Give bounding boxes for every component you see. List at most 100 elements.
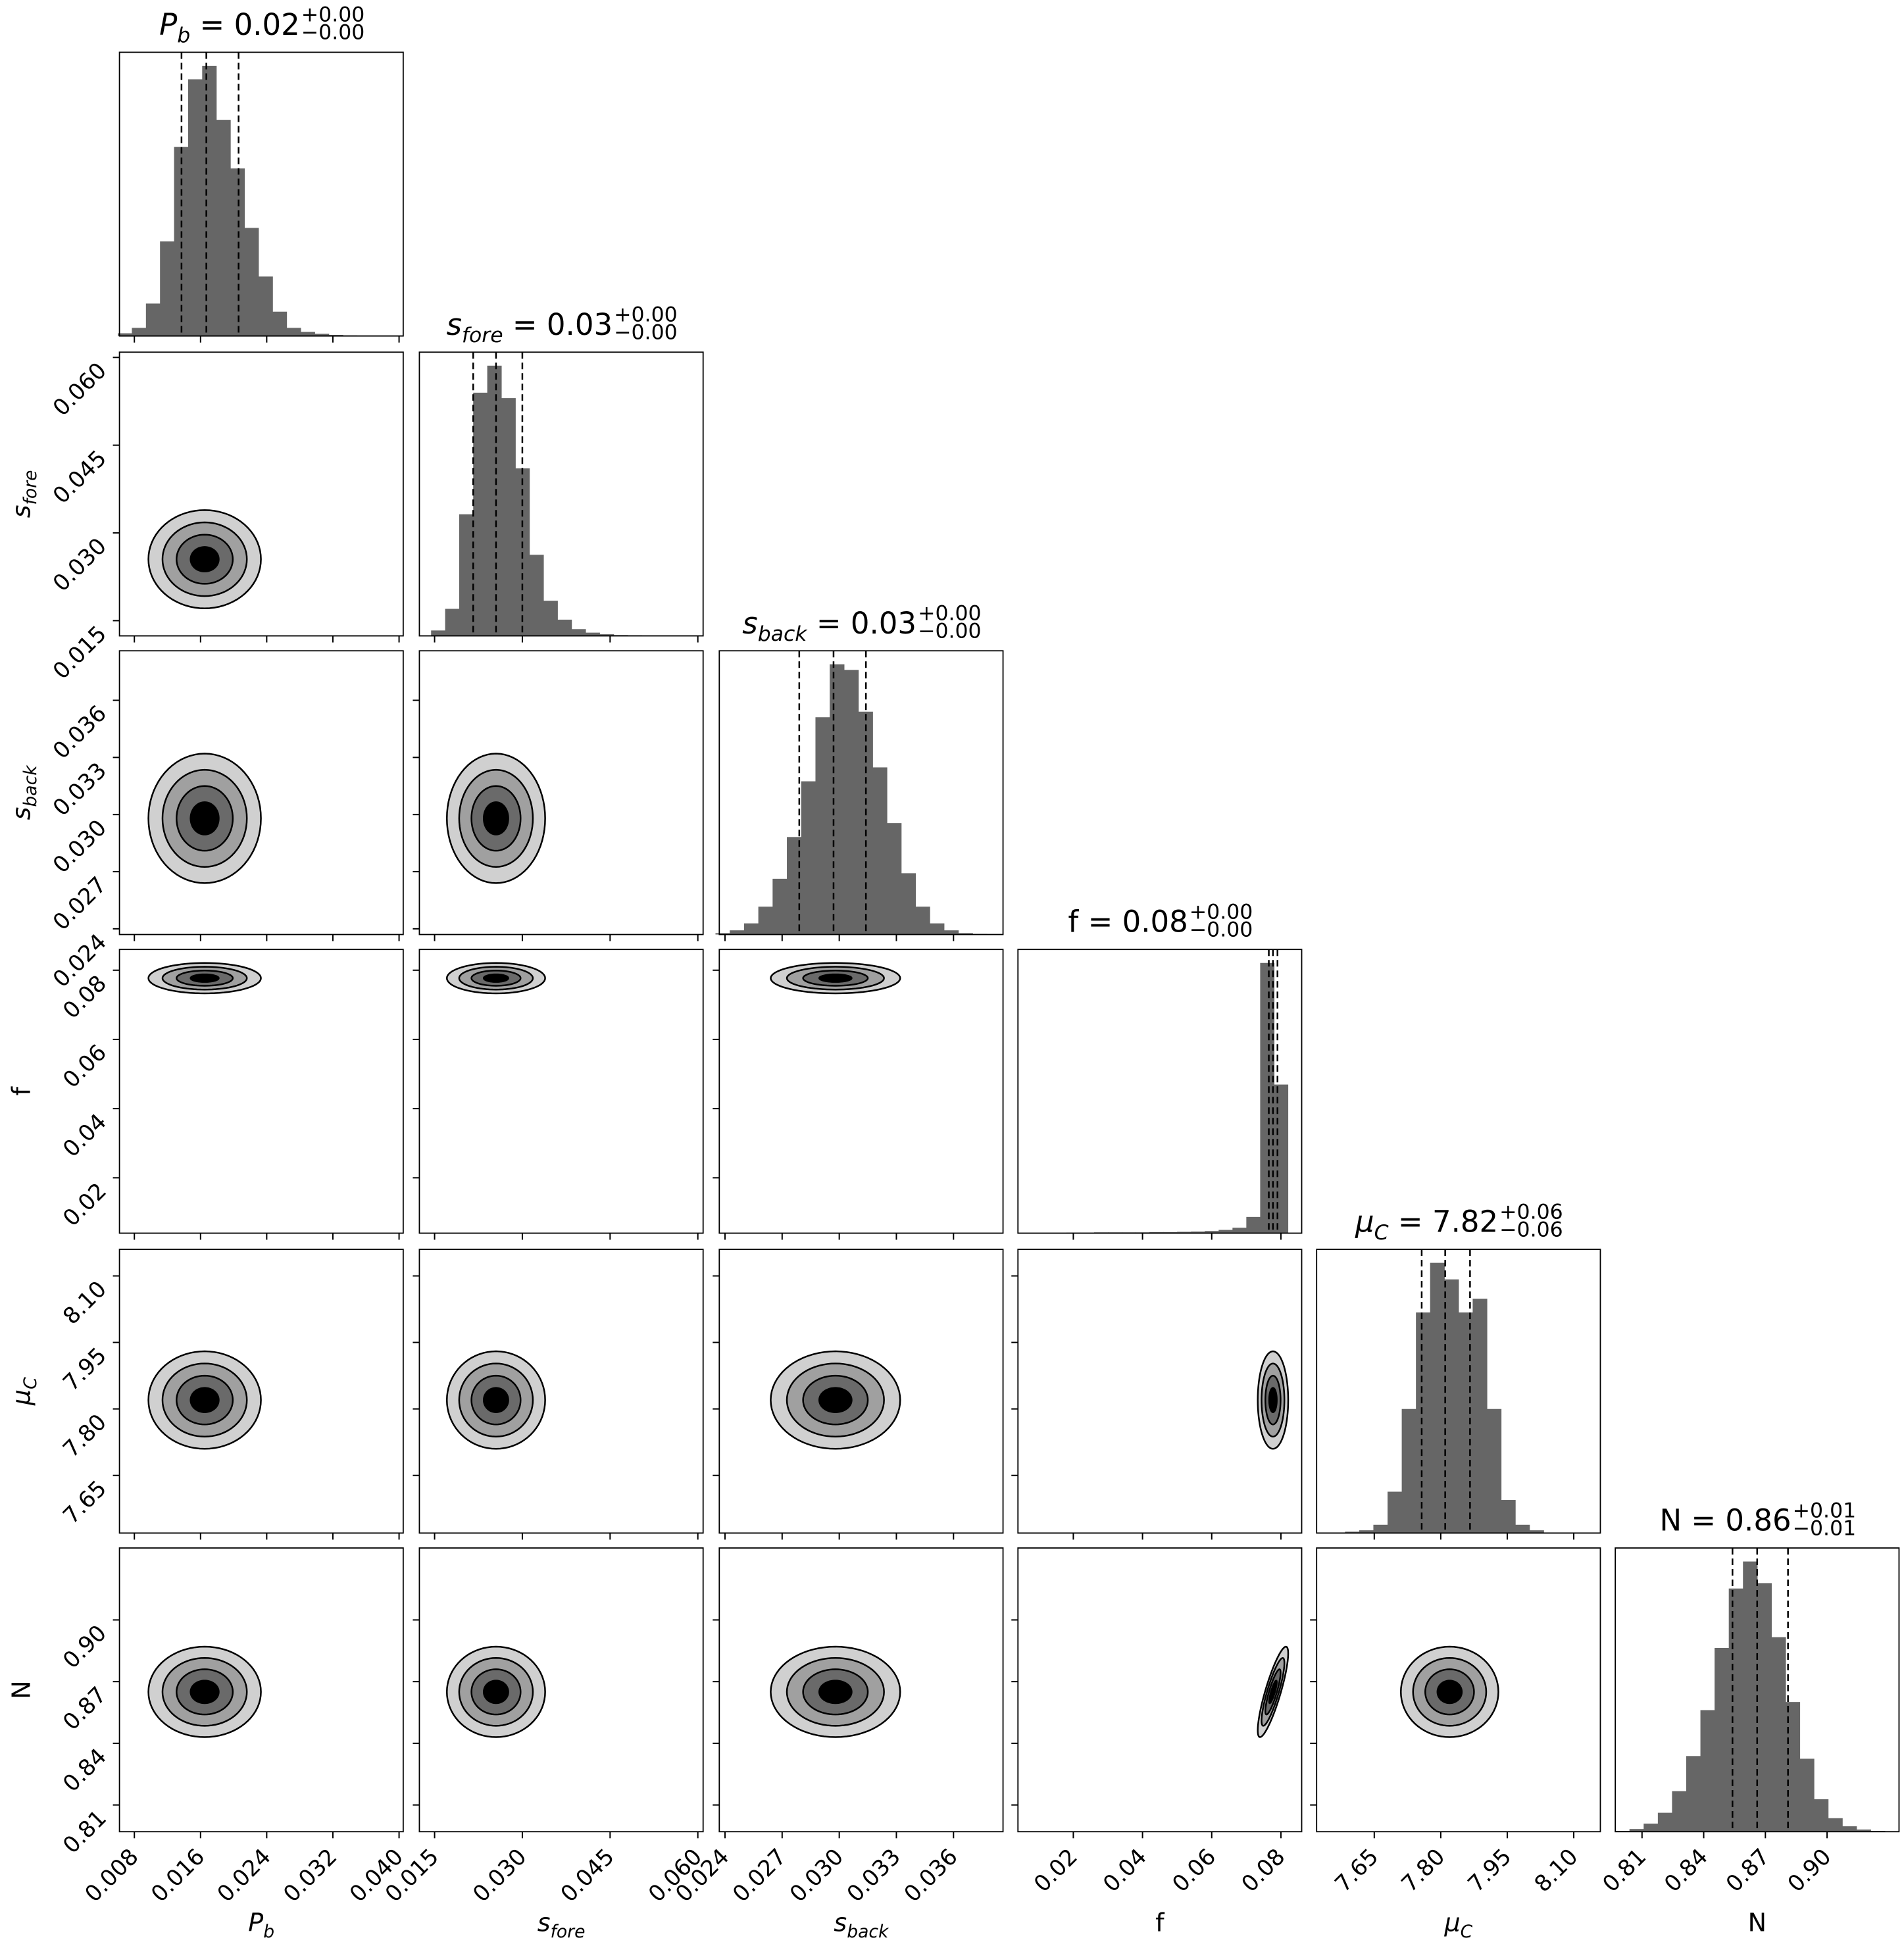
subscript: fore (20, 470, 41, 505)
panel-title: sback = 0.03 (742, 606, 916, 646)
x-tick-label: 0.036 (899, 1843, 963, 1907)
histogram-bar (1373, 1524, 1388, 1533)
histogram-bar (1472, 1299, 1488, 1533)
panel (413, 949, 704, 1240)
histogram-bar (1177, 1232, 1191, 1234)
symbol: N (1659, 1503, 1682, 1538)
panel-frame (1316, 1547, 1601, 1833)
panel: μC = 7.82 +0.06−0.06 (1316, 1200, 1601, 1540)
histogram-bar (815, 717, 830, 935)
y-tick-label: 0.87 (58, 1682, 112, 1735)
subscript: b (177, 24, 190, 47)
x-tick-label: 0.030 (468, 1843, 532, 1907)
y-tick-label: 0.030 (48, 814, 112, 878)
panel (713, 949, 1004, 1240)
title-value: = 0.02 (190, 7, 300, 42)
x-axis-label: sback (834, 1908, 889, 1943)
histogram-bar (272, 311, 288, 336)
subscript: fore (551, 1922, 586, 1942)
panel: 0.020.040.060.08 (58, 949, 404, 1240)
y-tick-label: 0.045 (48, 445, 112, 509)
histogram-bar (787, 837, 802, 935)
histogram-bar (1246, 1216, 1261, 1234)
panel-frame (718, 949, 1004, 1234)
contour (818, 1680, 853, 1705)
histogram-bar (872, 767, 888, 935)
panel-frame (1615, 1547, 1900, 1833)
histogram-bar (459, 514, 474, 636)
panel: Pb = 0.02 +0.00−0.00 (118, 3, 404, 343)
histogram-bar (473, 392, 488, 636)
histogram-bar (1643, 1823, 1659, 1832)
y-tick-label: 0.060 (48, 357, 112, 421)
contour (189, 546, 220, 573)
title-value: = 0.03 (503, 307, 613, 342)
y-tick-label: 7.95 (58, 1343, 112, 1397)
contour (1436, 1680, 1463, 1705)
panel (713, 1249, 1004, 1540)
x-tick-label: 0.84 (1659, 1843, 1713, 1897)
symbol: s (7, 807, 36, 820)
x-tick-label: 0.027 (728, 1843, 791, 1907)
panel-frame (1017, 1249, 1303, 1534)
title-upper: +0.00 (301, 3, 365, 27)
subscript: b (263, 1922, 274, 1942)
histogram-bar (743, 923, 759, 935)
panel: 0.008 0.016 0.024 0.032 0.0400.810.840.870.9… (58, 1547, 409, 1907)
title-value: = 0.86 (1682, 1503, 1791, 1538)
panel-title: f = 0.08 (1068, 905, 1188, 939)
panel-frame (718, 1249, 1004, 1534)
y-axis-label: sfore (7, 470, 41, 518)
y-axis-label: f (7, 1086, 36, 1096)
x-axis-label: f (1155, 1908, 1165, 1937)
histogram-bar (515, 468, 530, 636)
x-tick-label: 7.80 (1396, 1843, 1450, 1897)
histogram-bar (730, 930, 745, 935)
y-tick-label: 0.015 (48, 621, 112, 685)
contour (818, 973, 853, 983)
histogram-bar (543, 601, 558, 636)
x-tick-label: 0.033 (842, 1843, 906, 1907)
histogram-bar (715, 933, 730, 935)
histogram-bar (772, 878, 788, 935)
symbol: μ (1355, 1205, 1374, 1239)
contour (1268, 1680, 1278, 1705)
panel-frame (118, 51, 404, 337)
x-tick-label: 0.008 (80, 1843, 143, 1907)
title-lower: −0.00 (918, 620, 982, 643)
contour (189, 973, 220, 983)
title-upper: +0.00 (614, 303, 678, 327)
title-upper: +0.01 (1793, 1499, 1857, 1522)
x-tick-label: 0.87 (1721, 1843, 1775, 1897)
panel-frame (718, 1547, 1004, 1833)
x-axis-label: sfore (538, 1908, 586, 1943)
histogram-bar (1842, 1826, 1857, 1832)
x-tick-label: 0.06 (1167, 1843, 1221, 1897)
histogram-bar (145, 303, 161, 336)
symbol: s (538, 1908, 551, 1937)
title-lower: −0.00 (301, 21, 365, 45)
panel (413, 650, 704, 941)
panel-frame (418, 650, 704, 935)
y-tick-label: 0.06 (58, 1039, 112, 1093)
symbol: μ (7, 1389, 36, 1406)
panel (1011, 1249, 1303, 1540)
histogram-bar (1657, 1812, 1673, 1832)
subscript: back (758, 622, 809, 646)
symbol: s (834, 1908, 847, 1937)
panel-frame (1017, 1547, 1303, 1833)
panel-title: N = 0.86 (1659, 1503, 1791, 1538)
histogram-bar (1232, 1228, 1247, 1234)
histogram-bar (1799, 1758, 1815, 1832)
panel-frame (418, 949, 704, 1234)
title-value: = 0.08 (1078, 905, 1188, 939)
y-tick-label: 0.81 (58, 1805, 112, 1859)
histogram-bar (1856, 1830, 1871, 1832)
histogram-bar (1728, 1588, 1743, 1832)
y-tick-label: 0.02 (58, 1178, 112, 1232)
symbol: μ (1443, 1908, 1460, 1937)
x-tick-label: 0.81 (1597, 1843, 1651, 1897)
contour (482, 801, 509, 835)
